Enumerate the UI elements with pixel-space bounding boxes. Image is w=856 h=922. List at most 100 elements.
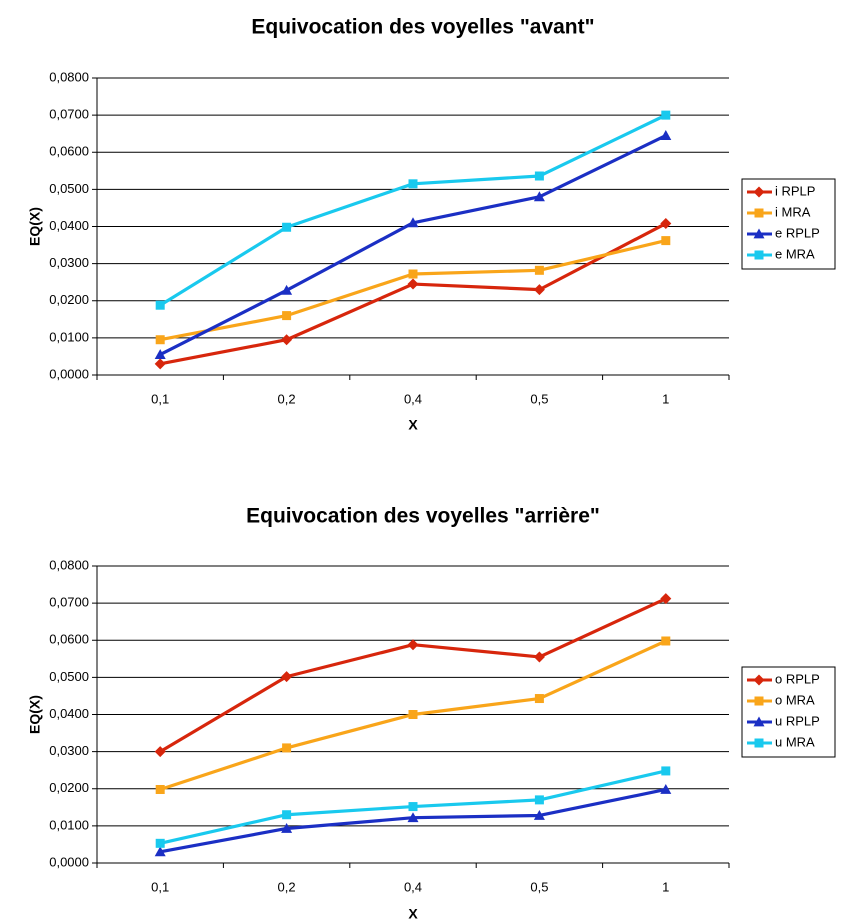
- data-point: [660, 218, 672, 230]
- data-point: [408, 179, 418, 189]
- x-tick-label: 0,4: [404, 391, 422, 406]
- legend-label: i MRA: [775, 204, 811, 219]
- data-point: [407, 812, 419, 823]
- legend-label: u MRA: [775, 734, 815, 749]
- y-tick-label: 0,0700: [49, 595, 89, 610]
- data-point: [154, 358, 166, 370]
- data-point: [533, 191, 545, 202]
- data-point: [534, 795, 544, 805]
- series-o-rplp: [154, 593, 672, 758]
- data-point: [281, 671, 293, 683]
- legend-swatch-marker: [754, 738, 764, 748]
- x-tick-label: 0,1: [151, 879, 169, 894]
- y-tick-label: 0,0800: [49, 557, 89, 572]
- x-tick-label: 0,5: [530, 879, 548, 894]
- data-point: [534, 265, 544, 275]
- y-tick-label: 0,0600: [49, 144, 89, 159]
- y-axis-label: EQ(X): [27, 207, 43, 246]
- chart-1: Equivocation des voyelles "avant" 0,0000 0…: [27, 16, 836, 433]
- series-e-rplp: [154, 130, 672, 359]
- chart-title: Equivocation des voyelles "avant": [251, 16, 594, 39]
- data-point: [661, 110, 671, 120]
- y-tick-label: 0,0300: [49, 743, 89, 758]
- y-tick-label: 0,0200: [49, 292, 89, 307]
- data-point: [407, 278, 419, 290]
- data-point: [282, 311, 292, 321]
- x-axis-label: X: [408, 417, 418, 433]
- data-point: [661, 236, 671, 246]
- data-point: [155, 335, 165, 345]
- data-point: [533, 284, 545, 296]
- data-point: [408, 269, 418, 279]
- data-point: [281, 284, 293, 295]
- legend-label: o RPLP: [775, 671, 820, 686]
- legend-swatch-marker: [754, 696, 764, 706]
- y-tick-label: 0,0700: [49, 107, 89, 122]
- legend-swatch-marker: [753, 186, 765, 198]
- series-line: [159, 239, 667, 342]
- series-o-mra: [155, 636, 671, 794]
- y-tick-label: 0,0200: [49, 780, 89, 795]
- data-point: [154, 846, 166, 857]
- data-point: [660, 130, 672, 140]
- legend-swatch-marker: [754, 250, 764, 260]
- x-tick-label: 0,1: [151, 391, 169, 406]
- data-point: [155, 300, 165, 310]
- y-tick-label: 0,0000: [49, 366, 89, 381]
- data-point: [660, 783, 672, 794]
- y-tick-label: 0,0100: [49, 817, 89, 832]
- legend-label: e MRA: [775, 246, 815, 261]
- data-point: [533, 651, 545, 663]
- data-point: [154, 349, 166, 359]
- y-tick-label: 0,0400: [49, 706, 89, 721]
- legend-label: o MRA: [775, 692, 815, 707]
- legend-label: i RPLP: [775, 183, 815, 198]
- y-tick-label: 0,0600: [49, 632, 89, 647]
- data-point: [407, 639, 419, 651]
- series-e-mra: [155, 110, 671, 310]
- series-i-mra: [155, 236, 671, 345]
- x-tick-label: 0,2: [278, 391, 296, 406]
- data-point: [282, 810, 292, 820]
- data-point: [534, 694, 544, 704]
- y-tick-label: 0,0800: [49, 69, 89, 84]
- legend: o RPLP o MRA u RPLP u MRA: [741, 666, 836, 758]
- series-u-mra: [155, 766, 671, 848]
- legend: i RPLP i MRA e RPLP e MRA: [741, 178, 836, 270]
- y-tick-label: 0,0500: [49, 669, 89, 684]
- data-point: [408, 802, 418, 812]
- data-point: [154, 746, 166, 758]
- x-tick-label: 1: [662, 879, 669, 894]
- legend-swatch-marker: [754, 208, 764, 218]
- chart-title: Equivocation des voyelles "arrière": [246, 505, 600, 528]
- y-tick-label: 0,0500: [49, 181, 89, 196]
- data-point: [408, 710, 418, 719]
- series-line: [159, 134, 667, 357]
- y-tick-label: 0,0000: [49, 854, 89, 869]
- chart-2: Equivocation des voyelles "arrière" 0,000…: [27, 505, 836, 922]
- data-point: [660, 593, 672, 605]
- x-tick-label: 0,4: [404, 879, 422, 894]
- data-point: [281, 334, 293, 346]
- data-point: [282, 743, 292, 753]
- data-point: [533, 809, 545, 820]
- x-tick-label: 0,2: [278, 879, 296, 894]
- data-point: [407, 217, 419, 228]
- series-i-rplp: [154, 218, 672, 370]
- x-tick-label: 0,5: [530, 391, 548, 406]
- x-tick-label: 1: [662, 391, 669, 406]
- data-point: [282, 222, 292, 232]
- legend-swatch-marker: [753, 228, 765, 239]
- data-point: [534, 171, 544, 181]
- series-u-rplp: [154, 783, 672, 857]
- legend-swatch-marker: [753, 716, 765, 727]
- y-tick-label: 0,0100: [49, 329, 89, 344]
- x-axis-label: X: [408, 906, 418, 922]
- legend-label: u RPLP: [775, 713, 820, 728]
- data-point: [155, 838, 165, 848]
- legend-label: e RPLP: [775, 225, 820, 240]
- y-tick-label: 0,0400: [49, 218, 89, 233]
- y-axis-label: EQ(X): [27, 695, 43, 734]
- data-point: [661, 636, 671, 646]
